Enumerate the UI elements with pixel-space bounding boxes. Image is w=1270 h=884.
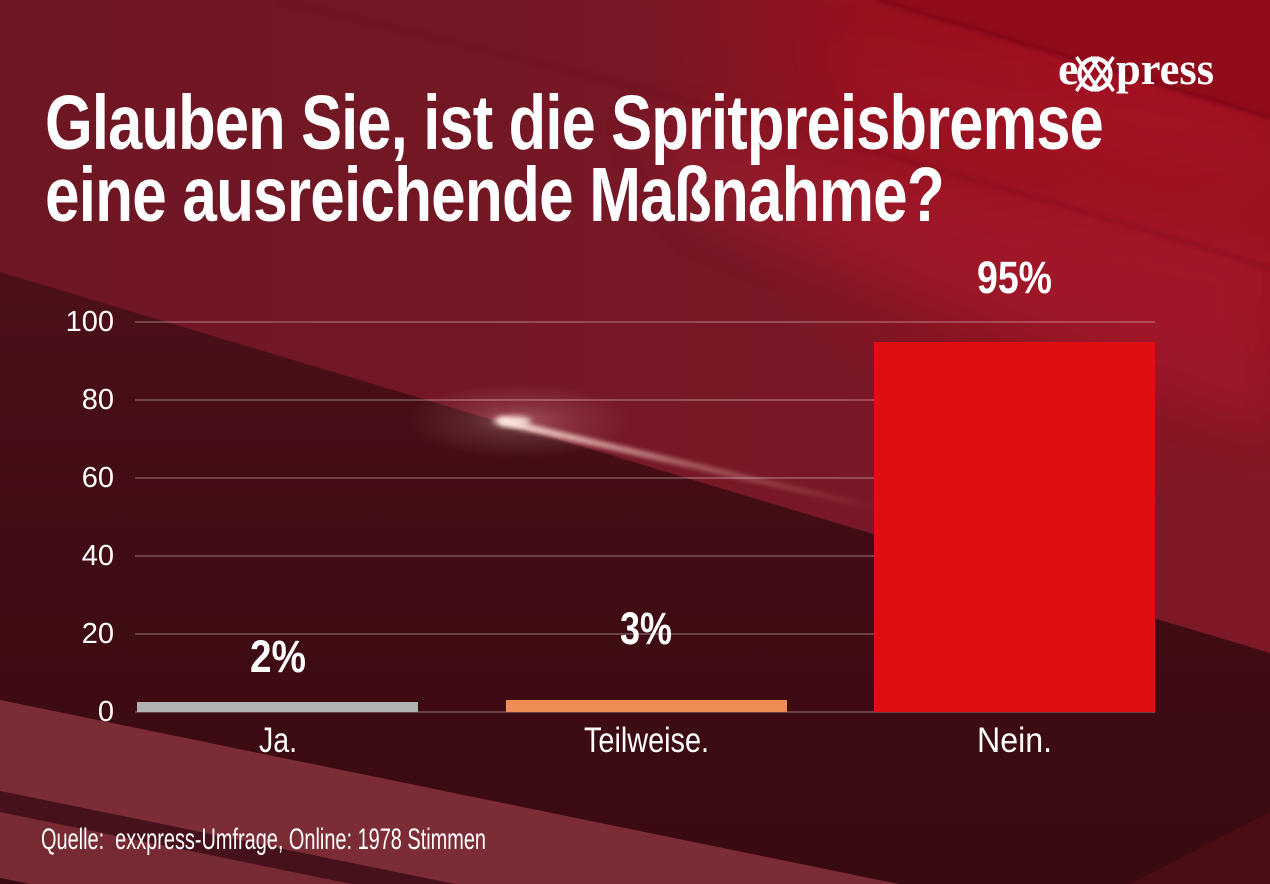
logo-text-e: e <box>1058 43 1079 94</box>
gridline-20 <box>135 633 1155 635</box>
y-tick-label-0: 0 <box>97 696 114 729</box>
y-tick-label-60: 60 <box>81 462 114 495</box>
gridline-0 <box>135 711 1155 713</box>
title-line-2: eine ausreichende Maßnahme? <box>45 152 945 239</box>
gridline-100 <box>135 321 1155 323</box>
bar-nein <box>874 341 1155 712</box>
bg-lens-flare <box>405 383 880 511</box>
gridline-80 <box>135 399 1155 401</box>
double-x-circle-icon <box>1075 56 1115 92</box>
value-label-1: 3% <box>620 602 672 654</box>
gridline-40 <box>135 555 1155 557</box>
category-label-teilweise: Teilweise. <box>583 721 709 761</box>
logo-text-press: press <box>1116 43 1214 94</box>
value-label-0: 2% <box>249 630 306 682</box>
bg-bottom-stripes <box>0 700 899 884</box>
gridline-60 <box>135 477 1155 479</box>
bg-shadow-edge <box>273 0 1270 270</box>
y-tick-label-40: 40 <box>81 540 114 573</box>
bar-teilweise <box>505 700 787 712</box>
y-tick-label-100: 100 <box>65 306 114 339</box>
category-label-ja: Ja. <box>258 721 297 761</box>
source-note: Quelle: exxpress-Umfrage, Online: 1978 S… <box>41 822 486 856</box>
bg-corner-edge <box>876 0 1270 120</box>
value-label-2: 95% <box>977 251 1052 303</box>
bg-corner-sliver <box>1130 812 1270 884</box>
y-tick-label-80: 80 <box>81 384 114 417</box>
category-label-nein: Nein. <box>977 721 1052 761</box>
title-line-1: Glauben Sie, ist die Spritpreisbremse <box>45 80 1104 167</box>
y-tick-label-20: 20 <box>81 618 114 651</box>
bar-ja <box>137 702 418 712</box>
bg-dark-band <box>0 272 1270 884</box>
